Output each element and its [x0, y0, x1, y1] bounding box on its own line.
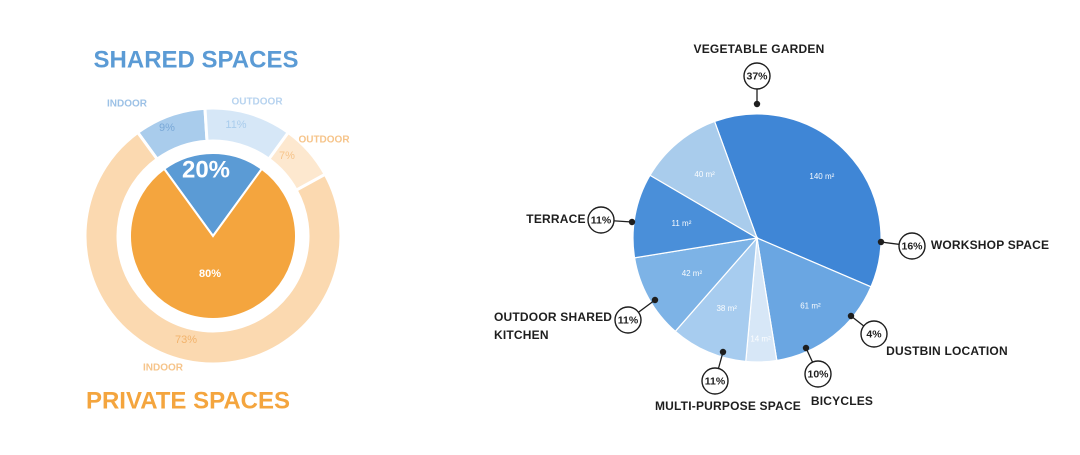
area-label-outdoor-shared-kitchen: 11 m²: [672, 219, 692, 228]
outer-pct-private-indoor: 73%: [175, 334, 197, 346]
percent-badge-multi-purpose-space: [701, 367, 729, 395]
percent-label-terrace: 11%: [591, 214, 612, 226]
percent-label-workshop-space: 16%: [901, 240, 923, 252]
inner-label-private: 80%: [199, 268, 221, 280]
outer-name-private-indoor: INDOOR: [143, 363, 184, 374]
callout-dot-dustbin-location: [847, 312, 855, 320]
percent-label-vegetable-garden: 37%: [746, 70, 768, 82]
callout-dot-terrace: [628, 218, 636, 226]
callout-dot-bicycles: [802, 344, 810, 352]
percent-badge-vegetable-garden: [743, 62, 771, 90]
pie-slice-multi-purpose-space: [633, 237, 759, 333]
percent-badge-bicycles: [804, 360, 832, 388]
callout-dot-outdoor-shared-kitchen: [651, 296, 659, 304]
percent-badge-workshop-space: [898, 232, 926, 260]
callout-dot-multi-purpose-space: [719, 348, 727, 356]
category-name-multi-purpose-space: MULTI-PURPOSE SPACE: [655, 399, 801, 413]
pie-slice-terrace: [649, 120, 759, 240]
area-label-terrace: 40 m²: [694, 170, 715, 179]
outer-name-private-outdoor: OUTDOOR: [298, 135, 350, 146]
area-label-workshop-space: 61 m²: [800, 302, 821, 311]
outer-name-shared-outdoor: OUTDOOR: [231, 97, 283, 108]
category-name-terrace: TERRACE: [526, 212, 585, 226]
area-label-bicycles: 38 m²: [716, 304, 737, 313]
pie-slice-bicycles: [674, 236, 758, 363]
percent-label-bicycles: 10%: [807, 368, 829, 380]
outer-pct-shared-indoor: 9%: [159, 122, 175, 134]
pie-slice-vegetable-garden: [713, 113, 882, 288]
outer-pct-shared-outdoor: 11%: [225, 119, 246, 131]
category-name-dustbin-location: DUSTBIN LOCATION: [886, 344, 1008, 358]
percent-badge-outdoor-shared-kitchen: [614, 306, 642, 334]
category-name-bicycles: BICYCLES: [811, 394, 873, 408]
category-name-workshop-space: WORKSHOP SPACE: [931, 238, 1049, 252]
shared-spaces-title: SHARED SPACES: [94, 46, 299, 73]
area-label-multi-purpose-space: 42 m²: [682, 269, 703, 278]
inner-slice-private: [129, 167, 297, 320]
category-name-vegetable-garden: VEGETABLE GARDEN: [694, 42, 825, 56]
pie-slice-outdoor-shared-kitchen: [632, 174, 759, 259]
area-label-vegetable-garden: 140 m²: [809, 172, 834, 181]
inner-slice-shared: [162, 152, 264, 238]
pie-slice-workshop-space: [756, 237, 872, 362]
category-name-outdoor-shared-kitchen-line2: KITCHEN: [494, 328, 549, 342]
category-name-outdoor-shared-kitchen-line1: OUTDOOR SHARED: [494, 310, 612, 324]
area-label-dustbin-location: 14 m²: [750, 335, 771, 344]
inner-label-shared: 20%: [182, 156, 230, 183]
percent-label-outdoor-shared-kitchen: 11%: [618, 314, 639, 326]
outer-pct-private-outdoor: 7%: [279, 150, 295, 162]
outer-name-shared-indoor: INDOOR: [107, 99, 148, 110]
callout-dot-vegetable-garden: [753, 100, 761, 108]
callout-dot-workshop-space: [877, 238, 885, 246]
private-spaces-title: PRIVATE SPACES: [86, 387, 290, 414]
percent-badge-terrace: [587, 206, 615, 234]
percent-label-dustbin-location: 4%: [866, 328, 882, 340]
percent-label-multi-purpose-space: 11%: [705, 375, 726, 387]
outer-ring-slice-private-indoor: [83, 130, 343, 366]
percent-badge-dustbin-location: [860, 320, 888, 348]
